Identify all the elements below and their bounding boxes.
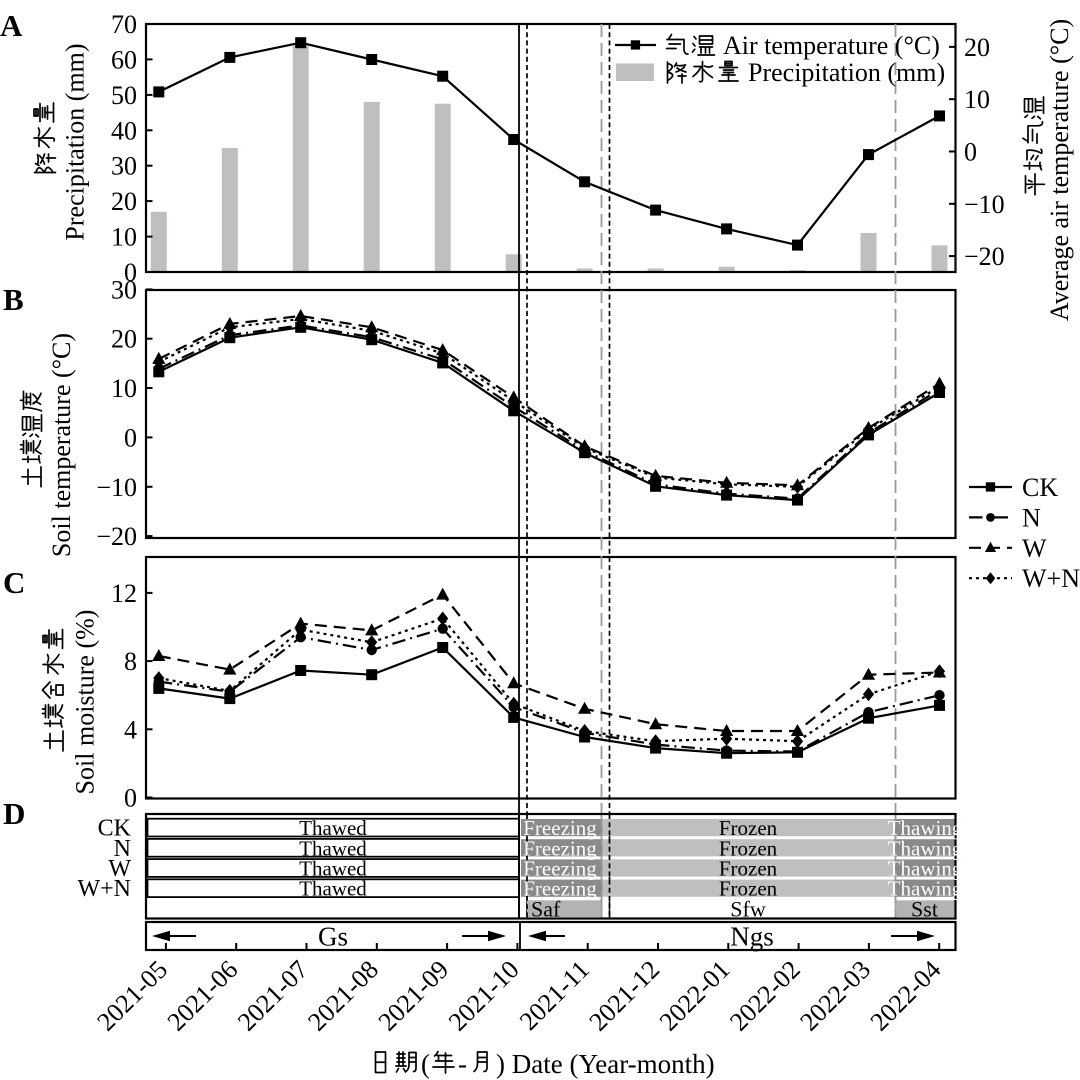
svg-text:10: 10 (964, 85, 990, 114)
svg-text:60: 60 (111, 45, 137, 74)
svg-text:Frozen: Frozen (719, 857, 778, 881)
svg-text:10: 10 (111, 223, 137, 252)
svg-text:−20: −20 (964, 242, 1005, 271)
svg-text:Thawing: Thawing (888, 877, 963, 901)
svg-text:Thawed: Thawed (299, 816, 367, 840)
svg-text:12: 12 (111, 579, 137, 608)
svg-text:4: 4 (124, 715, 137, 744)
svg-text:Freezing: Freezing (523, 836, 597, 860)
svg-text:Average air temperature (°C): Average air temperature (°C) (1045, 19, 1074, 321)
svg-text:0: 0 (964, 138, 977, 167)
svg-text:Thawed: Thawed (299, 877, 367, 901)
svg-text:Thawing: Thawing (888, 857, 963, 881)
svg-text:−20: −20 (96, 522, 137, 551)
svg-text:20: 20 (111, 325, 137, 354)
svg-text:C: C (3, 565, 25, 600)
svg-text:W: W (108, 856, 131, 882)
svg-text:30: 30 (111, 152, 137, 181)
svg-text:Frozen: Frozen (719, 836, 778, 860)
svg-text:) Date (Year-month): ) Date (Year-month) (496, 1049, 715, 1079)
svg-text:0: 0 (124, 423, 137, 452)
svg-text:-: - (458, 1049, 467, 1079)
svg-text:Thawing: Thawing (888, 836, 963, 860)
svg-text:Precipitation (mm): Precipitation (mm) (61, 43, 90, 240)
svg-text:Ngs: Ngs (730, 922, 774, 952)
svg-text:20: 20 (111, 187, 137, 216)
svg-text:Gs: Gs (318, 922, 348, 952)
svg-text:8: 8 (124, 647, 137, 676)
svg-text:10: 10 (111, 374, 137, 403)
svg-text:W+N: W+N (77, 876, 131, 902)
svg-text:70: 70 (111, 10, 137, 39)
svg-text:20: 20 (964, 33, 990, 62)
svg-text:Frozen: Frozen (719, 816, 778, 840)
svg-text:30: 30 (111, 275, 137, 304)
svg-text:B: B (3, 282, 24, 317)
svg-text:N: N (114, 836, 131, 862)
svg-text:Soil temperature (°C): Soil temperature (°C) (47, 333, 76, 557)
svg-text:Soil moisture (%): Soil moisture (%) (71, 610, 100, 795)
svg-text:Thawed: Thawed (299, 857, 367, 881)
svg-text:Freezing: Freezing (523, 857, 597, 881)
svg-text:Precipitation (mm): Precipitation (mm) (748, 58, 945, 87)
svg-text:N: N (1022, 503, 1041, 532)
svg-text:Saf: Saf (531, 896, 561, 921)
svg-text:−10: −10 (964, 190, 1005, 219)
svg-text:Sfw: Sfw (730, 896, 766, 921)
svg-text:Freezing: Freezing (523, 816, 597, 840)
svg-text:Thawing: Thawing (888, 816, 963, 840)
svg-text:D: D (3, 796, 25, 831)
svg-text:W: W (1022, 534, 1047, 563)
svg-text:(: ( (421, 1049, 430, 1079)
svg-text:Freezing: Freezing (523, 877, 597, 901)
svg-text:Frozen: Frozen (719, 877, 778, 901)
svg-text:A: A (0, 8, 23, 43)
svg-text:−10: −10 (96, 473, 137, 502)
svg-text:Sst: Sst (911, 896, 938, 921)
svg-text:W+N: W+N (1022, 564, 1080, 593)
svg-text:Air temperature (°C): Air temperature (°C) (723, 31, 940, 60)
svg-text:Thawed: Thawed (299, 836, 367, 860)
svg-text:40: 40 (111, 116, 137, 145)
svg-text:0: 0 (124, 258, 137, 287)
svg-text:50: 50 (111, 81, 137, 110)
svg-text:CK: CK (1022, 473, 1058, 502)
svg-text:CK: CK (98, 816, 132, 842)
svg-text:0: 0 (124, 784, 137, 813)
